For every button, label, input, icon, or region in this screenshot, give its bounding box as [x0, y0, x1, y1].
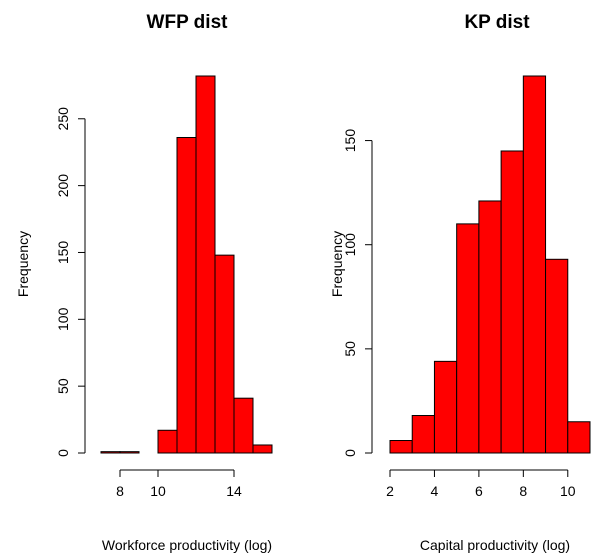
- wfp-y-tick-label-3: 150: [55, 241, 71, 265]
- wfp-x-tick-label-2: 14: [226, 483, 242, 499]
- wfp-y-axis: 0 50 100 150 200 250: [55, 107, 86, 457]
- kp-bar-5: [500, 150, 524, 454]
- kp-y-tick-label-2: 100: [342, 233, 358, 257]
- kp-histogram-panel: KP dist Capital productivity (log) Frequ…: [329, 12, 591, 553]
- kp-x-tick-label-4: 10: [560, 483, 576, 499]
- kp-y-tick-label-3: 150: [342, 129, 358, 153]
- kp-y-axis: 0 50 100 150: [342, 129, 373, 457]
- kp-x-tick-label-1: 4: [431, 483, 439, 499]
- wfp-bar-5: [195, 75, 216, 454]
- wfp-x-axis: 8 10 14: [116, 469, 242, 499]
- kp-bar-2: [433, 360, 458, 454]
- wfp-bar-8: [252, 444, 273, 454]
- wfp-bar-0: [100, 451, 121, 454]
- kp-x-tick-label-2: 6: [475, 483, 483, 499]
- kp-x-tick-label-0: 2: [386, 483, 394, 499]
- wfp-bar-4: [176, 136, 197, 454]
- wfp-y-tick-label-2: 100: [55, 307, 71, 331]
- kp-y-axis-label: Frequency: [329, 231, 345, 297]
- wfp-x-axis-label: Workforce productivity (log): [102, 537, 272, 553]
- wfp-y-tick-label-0: 0: [55, 449, 71, 457]
- kp-x-axis: 2 4 6 8 10: [386, 469, 576, 499]
- wfp-x-tick-label-1: 10: [150, 483, 166, 499]
- kp-bar-0: [389, 440, 413, 454]
- kp-y-tick-label-1: 50: [342, 341, 358, 357]
- wfp-y-tick-label-1: 50: [55, 378, 71, 394]
- kp-bar-6: [522, 75, 547, 454]
- kp-chart-title: KP dist: [464, 12, 530, 33]
- kp-bar-8: [567, 421, 591, 454]
- wfp-x-tick-label-0: 8: [116, 483, 124, 499]
- kp-x-axis-label: Capital productivity (log): [420, 537, 570, 553]
- wfp-bar-3: [157, 429, 178, 454]
- wfp-bar-6: [214, 254, 235, 454]
- wfp-bar-1: [119, 451, 140, 454]
- kp-bar-3: [456, 223, 480, 454]
- wfp-histogram-panel: WFP dist Workforce productivity (log) Fr…: [15, 12, 273, 553]
- kp-bars: [389, 75, 591, 454]
- kp-y-tick-label-0: 0: [342, 449, 358, 457]
- wfp-y-tick-label-5: 250: [55, 107, 71, 131]
- kp-x-tick-label-3: 8: [519, 483, 527, 499]
- wfp-y-axis-label: Frequency: [15, 231, 31, 297]
- wfp-bars: [100, 75, 273, 454]
- wfp-bar-7: [233, 397, 254, 454]
- kp-bar-4: [478, 200, 502, 454]
- wfp-chart-title: WFP dist: [147, 12, 229, 33]
- kp-bar-1: [411, 415, 435, 454]
- wfp-y-tick-label-4: 200: [55, 174, 71, 198]
- kp-bar-7: [545, 258, 569, 454]
